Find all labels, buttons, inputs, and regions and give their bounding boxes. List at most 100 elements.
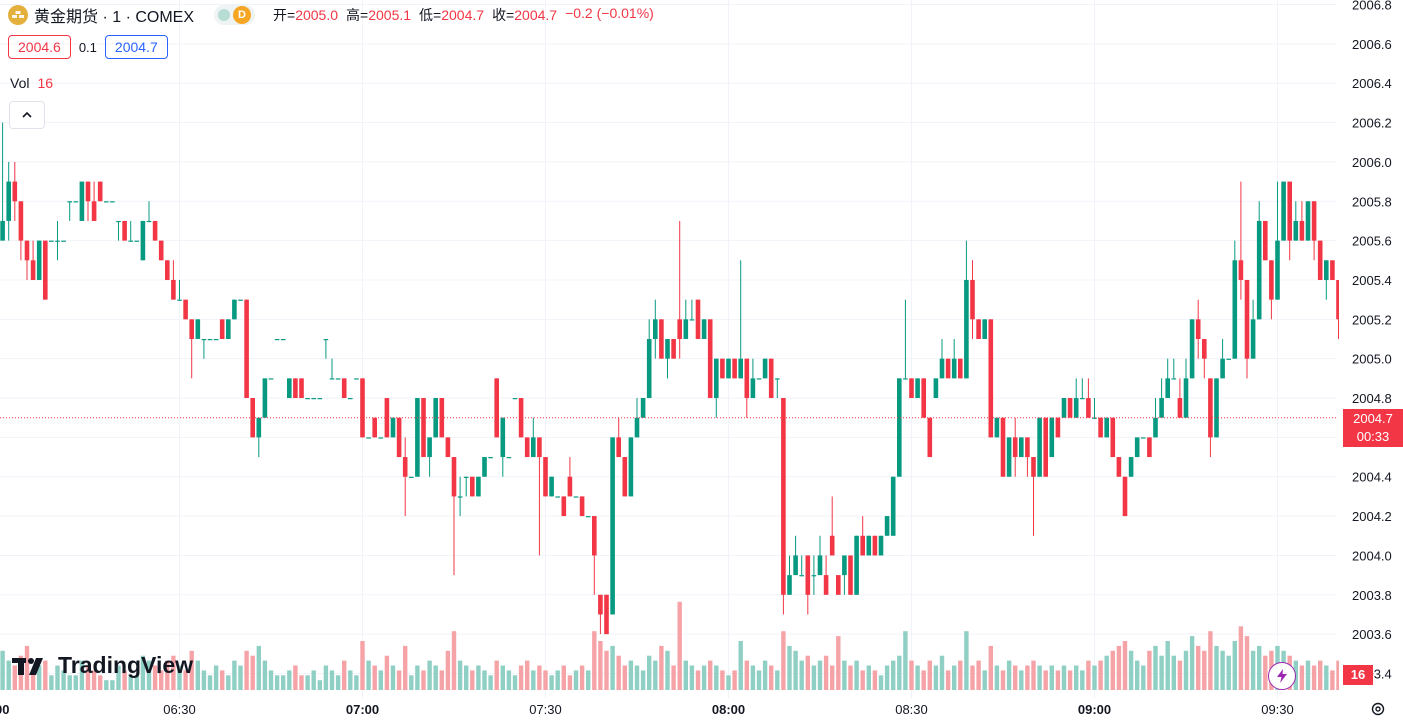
symbol-title[interactable]: 黄金期货 · 1 · COMEX xyxy=(34,9,195,26)
volume-bar xyxy=(823,655,829,690)
volume-bar xyxy=(61,670,66,690)
volume-bar xyxy=(293,665,298,690)
ohlc-high: 高=2005.1 xyxy=(346,5,411,25)
volume-bar xyxy=(24,645,30,690)
price-axis[interactable]: 2006.8 2006.6 2006.4 2006.2 2006.0 2005.8 2005… xyxy=(1339,0,1403,722)
candle-body xyxy=(805,555,811,595)
candle-body xyxy=(1214,378,1219,438)
volume-bar xyxy=(6,660,11,690)
candle-body xyxy=(323,339,329,341)
volume-bar xyxy=(439,670,444,690)
time-axis[interactable]: 6:00 06:30 07:00 07:30 08:00 08:30 09:00 09:30 xyxy=(0,702,1294,717)
candle-body xyxy=(683,319,689,339)
volume-bar xyxy=(854,660,859,690)
tradingview-logo[interactable]: TradingView xyxy=(12,652,193,679)
candle-body xyxy=(1147,437,1152,458)
volume-bar xyxy=(250,655,255,690)
candle-body xyxy=(1104,417,1109,438)
candle-body xyxy=(1287,181,1292,241)
volume-bar xyxy=(1226,655,1231,690)
volume-bar xyxy=(1092,665,1097,690)
low-value: 2004.7 xyxy=(441,7,485,23)
price-tick-label: 2005.0 xyxy=(1352,352,1392,367)
buy-button[interactable]: 2004.7 xyxy=(104,35,168,59)
candle-body xyxy=(293,378,298,399)
candle-body xyxy=(189,319,194,339)
flash-button[interactable] xyxy=(1268,662,1296,690)
candle-body xyxy=(67,201,72,203)
volume-bar xyxy=(409,675,414,690)
candle-body xyxy=(598,594,603,615)
candle-body xyxy=(457,496,463,498)
candle-body xyxy=(817,555,823,576)
volume-bar xyxy=(970,665,975,690)
volume-bar xyxy=(311,670,316,690)
volume-histogram xyxy=(0,601,1402,690)
last-price-value: 2004.7 xyxy=(1353,411,1393,426)
candle-body xyxy=(128,240,133,242)
volume-bar xyxy=(329,670,335,690)
volume-bar xyxy=(1324,665,1329,690)
volume-bar xyxy=(1025,665,1030,690)
candle-body xyxy=(671,339,676,359)
candle-body xyxy=(1177,398,1183,418)
candle-body xyxy=(518,398,524,438)
volume-bar xyxy=(49,675,54,690)
volume-bar xyxy=(555,670,560,690)
gold-coin-icon[interactable] xyxy=(8,5,28,25)
candle-body xyxy=(1250,319,1256,359)
candle-body xyxy=(842,555,847,576)
candle-body xyxy=(1012,437,1018,458)
volume-bar xyxy=(677,601,682,690)
market-status-badge[interactable]: D xyxy=(214,5,256,25)
volume-bar xyxy=(1116,645,1122,690)
volume-bar xyxy=(799,660,804,690)
high-value: 2005.1 xyxy=(368,7,412,23)
candle-body xyxy=(762,358,768,379)
candle-body xyxy=(872,535,878,556)
candle-body xyxy=(1153,417,1158,438)
candle-body xyxy=(543,457,548,497)
candle-body xyxy=(256,417,262,438)
candle-body xyxy=(262,378,268,418)
volume-bar xyxy=(628,660,634,690)
volume-label[interactable]: Vol xyxy=(10,75,30,91)
volume-bar xyxy=(1153,645,1158,690)
change-value: −0.2 (−0.01%) xyxy=(565,5,654,21)
volume-bar xyxy=(403,645,408,690)
volume-bar xyxy=(220,670,225,690)
price-tick-label: 2006.8 xyxy=(1352,0,1392,13)
candle-body xyxy=(1256,220,1262,320)
candle-body xyxy=(280,339,286,341)
candle-body xyxy=(921,378,926,418)
ohlc-open: 开=2005.0 xyxy=(273,5,338,25)
candle-body xyxy=(1244,279,1250,359)
collapse-legend-button[interactable] xyxy=(9,101,45,129)
volume-bar xyxy=(1000,670,1006,690)
candle-body xyxy=(1165,378,1170,399)
candle-body xyxy=(1238,260,1244,280)
candle-body xyxy=(140,220,146,261)
volume-bar xyxy=(79,660,85,690)
price-tick-label: 2003.8 xyxy=(1352,588,1392,603)
price-tick-label: 2006.2 xyxy=(1352,116,1392,131)
spread-value: 0.1 xyxy=(78,39,97,55)
candle-body xyxy=(445,437,451,458)
candle-body xyxy=(939,358,945,379)
candle-body xyxy=(226,319,231,339)
price-tick-label: 2004.0 xyxy=(1352,548,1392,563)
sell-button[interactable]: 2004.6 xyxy=(8,35,71,59)
volume-bar xyxy=(1141,665,1146,690)
chart-settings-button[interactable] xyxy=(1368,699,1388,719)
price-tick-label: 2005.6 xyxy=(1352,234,1392,249)
volume-bar xyxy=(525,660,530,690)
volume-bar xyxy=(177,665,182,690)
candle-body xyxy=(878,535,884,556)
candle-body xyxy=(561,496,567,517)
candle-body xyxy=(238,299,243,301)
volume-bar xyxy=(1196,645,1201,690)
candle-body xyxy=(1080,398,1085,400)
candle-body xyxy=(701,319,707,339)
volume-bar xyxy=(189,650,194,690)
